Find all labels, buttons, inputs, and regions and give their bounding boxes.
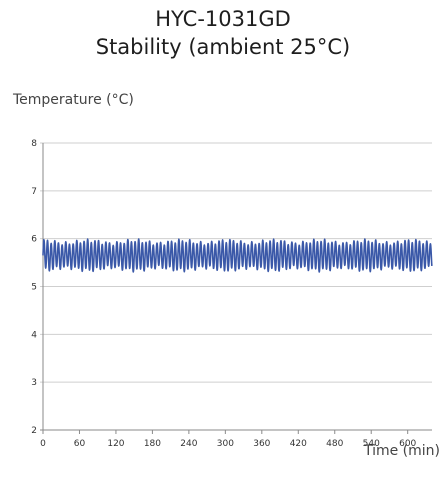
x-tick-label: 60 [74,439,86,449]
x-tick-label: 600 [399,439,416,449]
y-tick-label: 2 [31,426,37,436]
y-axis-label: Temperature (°C) [13,92,134,108]
x-tick-label: 420 [290,439,307,449]
y-tick-label: 6 [31,235,37,245]
x-tick-label: 300 [217,439,234,449]
chart-subtitle: Stability (ambient 25°C) [95,35,351,59]
x-tick-label: 180 [144,439,161,449]
x-tick-label: 480 [326,439,343,449]
y-tick-label: 5 [31,283,37,293]
x-tick-label: 0 [40,439,46,449]
x-tick-label: 120 [107,439,124,449]
chart-title: HYC-1031GD [155,7,291,31]
y-tick-label: 3 [31,378,37,388]
x-axis-label: Time (min) [363,443,440,459]
y-tick-label: 7 [31,187,37,197]
series-line [42,238,433,273]
y-tick-label: 4 [31,330,37,340]
x-tick-label: 540 [363,439,380,449]
x-tick-label: 360 [253,439,270,449]
y-tick-label: 8 [31,139,37,149]
x-tick-label: 240 [180,439,197,449]
